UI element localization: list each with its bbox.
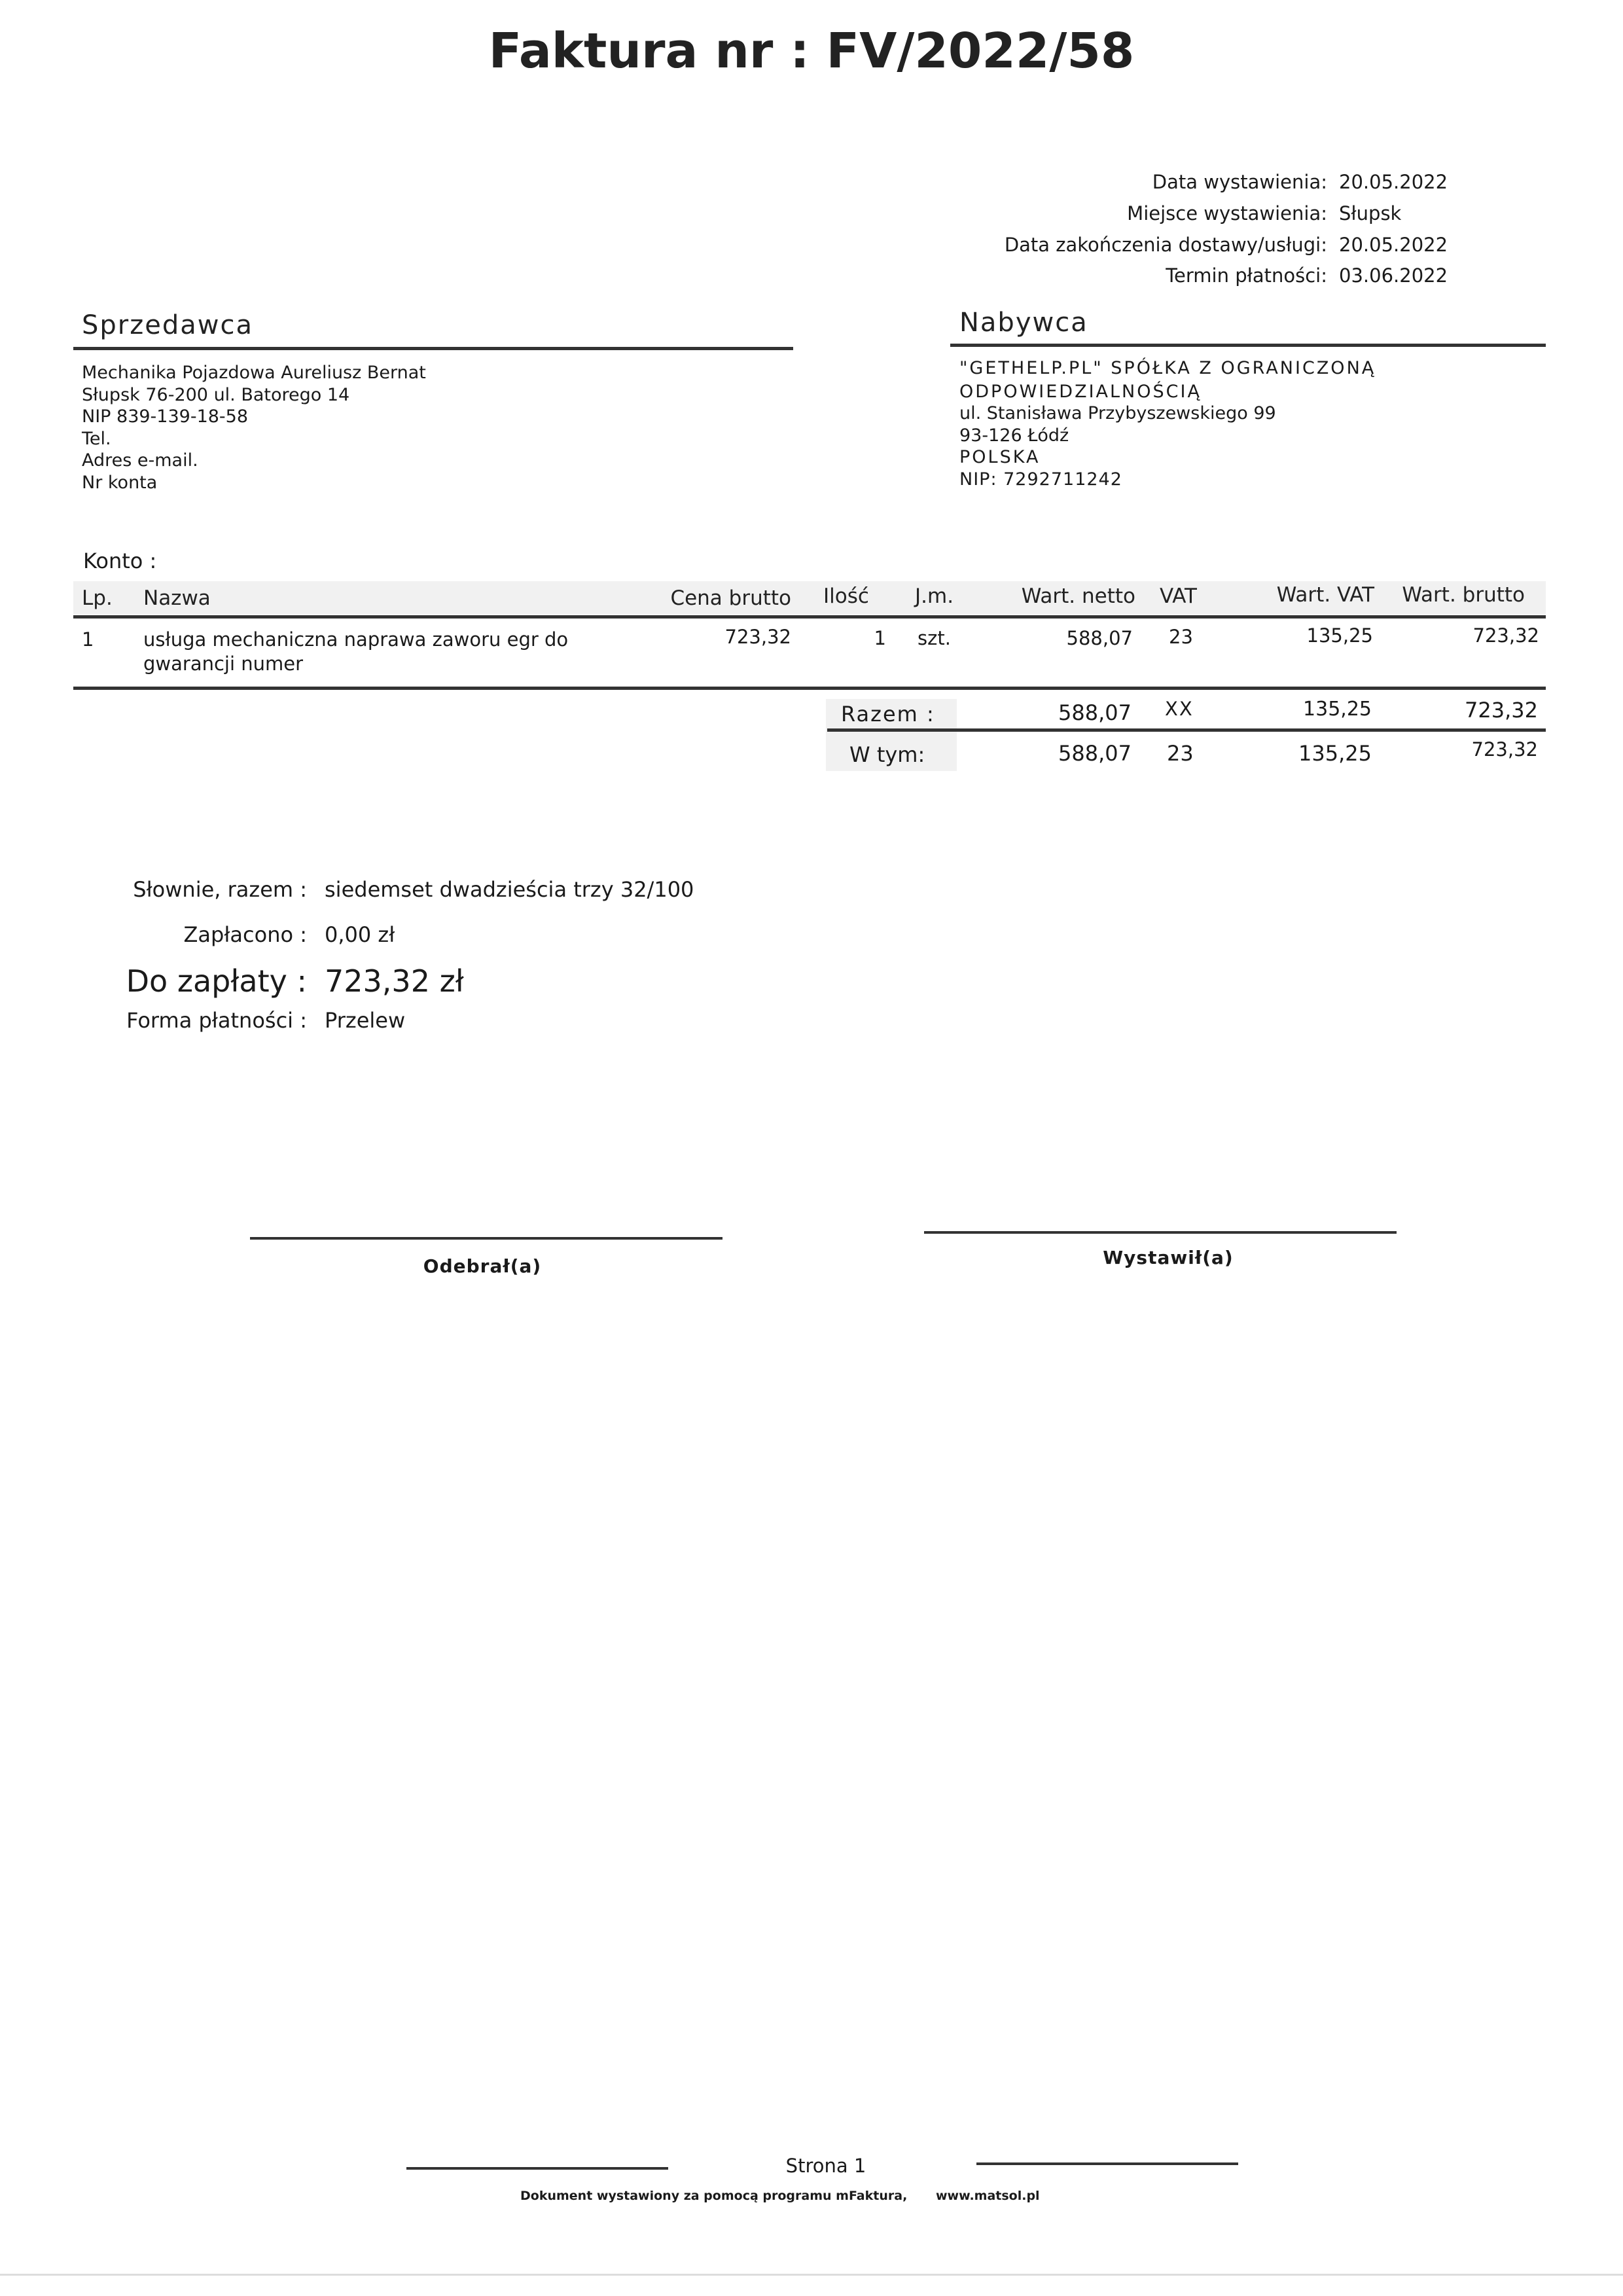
payment-method-label: Forma płatności : <box>126 1008 307 1033</box>
row-gross: 723,32 <box>1472 624 1539 647</box>
seller-line: Mechanika Pojazdowa Aureliusz Bernat <box>82 363 426 383</box>
words-label: Słownie, razem : <box>133 877 307 902</box>
issued-by-label: Wystawił(a) <box>1103 1247 1234 1268</box>
due-label: Do zapłaty : <box>126 963 307 999</box>
row-vat-value: 135,25 <box>1306 624 1373 647</box>
buyer-line: ul. Stanisława Przybyszewskiego 99 <box>959 403 1276 423</box>
received-by-label: Odebrał(a) <box>423 1255 542 1277</box>
breakdown-vat: 23 <box>1167 741 1194 766</box>
buyer-line: ODPOWIEDZIALNOŚCIĄ <box>959 382 1202 402</box>
row-name: usługa mechaniczna naprawa zaworu egr do <box>143 628 569 651</box>
buyer-divider <box>950 344 1546 347</box>
total-vat-value: 135,25 <box>1303 698 1372 721</box>
breakdown-net: 588,07 <box>1058 741 1132 766</box>
paid-label: Zapłacono : <box>183 922 307 947</box>
row-net: 588,07 <box>1066 627 1133 649</box>
total-divider <box>827 728 1546 732</box>
scan-edge <box>0 2274 1623 2276</box>
col-vat: VAT <box>1160 584 1197 608</box>
footer-url: www.matsol.pl <box>936 2189 1040 2203</box>
seller-divider <box>73 347 793 350</box>
header-divider <box>73 615 1546 619</box>
col-qty: Ilość <box>823 584 869 608</box>
account-label: Konto : <box>83 548 157 573</box>
total-net: 588,07 <box>1058 700 1132 725</box>
col-lp: Lp. <box>82 586 113 610</box>
buyer-line: "GETHELP.PL" SPÓŁKA Z OGRANICZONĄ <box>959 358 1376 378</box>
seller-heading: Sprzedawca <box>82 310 253 340</box>
col-name: Nazwa <box>143 586 211 610</box>
words-value: siedemset dwadzieścia trzy 32/100 <box>325 877 694 902</box>
payment-term-label: Termin płatności: <box>1166 264 1327 287</box>
invoice-title: Faktura nr : FV/2022/58 <box>488 23 1135 79</box>
total-label: Razem : <box>841 702 935 726</box>
breakdown-label: W tym: <box>849 742 925 767</box>
row-unit: szt. <box>918 627 951 649</box>
footer-note: Dokument wystawiony za pomocą programu m… <box>520 2189 908 2203</box>
paid-value: 0,00 zł <box>325 922 395 947</box>
seller-line: Słupsk 76-200 ul. Batorego 14 <box>82 385 350 405</box>
total-vat: XX <box>1165 698 1194 720</box>
issue-place-value: Słupsk <box>1339 202 1402 224</box>
buyer-line: POLSKA <box>959 447 1041 467</box>
row-qty: 1 <box>874 627 886 649</box>
received-signature-line <box>250 1237 722 1240</box>
table-header-background <box>73 581 1546 614</box>
buyer-line: 93-126 Łódź <box>959 425 1069 446</box>
buyer-line: NIP: 7292711242 <box>959 469 1122 490</box>
issue-place-label: Miejsce wystawienia: <box>1127 202 1327 224</box>
issue-date-value: 20.05.2022 <box>1339 171 1448 193</box>
col-vat-value: Wart. VAT <box>1276 583 1374 607</box>
issued-signature-line <box>924 1231 1397 1234</box>
seller-line: NIP 839-139-18-58 <box>82 406 249 427</box>
breakdown-vat-value: 135,25 <box>1298 741 1372 766</box>
payment-method-value: Przelew <box>325 1008 406 1033</box>
totals-label-background <box>826 699 957 771</box>
footer-line-left <box>406 2167 668 2170</box>
seller-line: Adres e-mail. <box>82 450 198 471</box>
row-lp: 1 <box>82 628 94 651</box>
row-divider <box>73 687 1546 690</box>
issue-date-label: Data wystawienia: <box>1152 171 1327 193</box>
col-price: Cena brutto <box>670 586 791 610</box>
col-gross: Wart. brutto <box>1402 583 1525 607</box>
col-unit: J.m. <box>915 584 954 608</box>
total-gross: 723,32 <box>1465 698 1538 723</box>
payment-term-value: 03.06.2022 <box>1339 264 1448 287</box>
footer-line-right <box>976 2162 1238 2165</box>
seller-line: Tel. <box>82 429 111 449</box>
row-price: 723,32 <box>724 626 791 648</box>
row-name-cont: gwarancji numer <box>143 653 304 675</box>
breakdown-gross: 723,32 <box>1471 738 1538 761</box>
seller-line: Nr konta <box>82 473 158 493</box>
delivery-date-value: 20.05.2022 <box>1339 234 1448 256</box>
col-net: Wart. netto <box>1021 584 1135 608</box>
delivery-date-label: Data zakończenia dostawy/usługi: <box>1004 234 1327 256</box>
page-number: Strona 1 <box>785 2155 866 2177</box>
row-vat: 23 <box>1169 626 1193 648</box>
due-value: 723,32 zł <box>325 963 464 999</box>
buyer-heading: Nabywca <box>959 308 1088 338</box>
